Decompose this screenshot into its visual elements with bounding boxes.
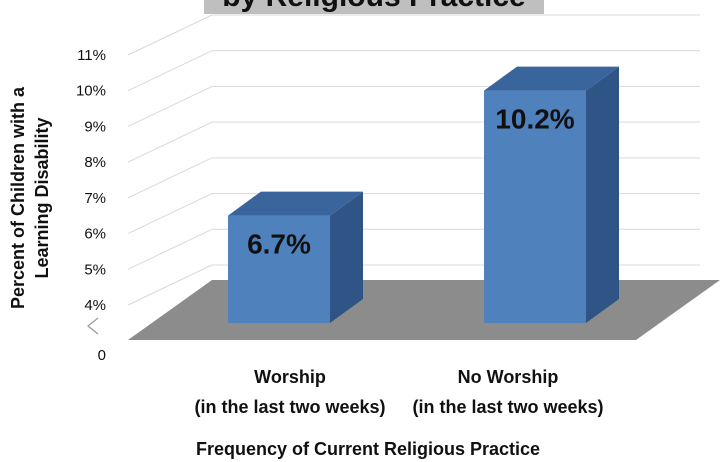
axis-break-icon xyxy=(87,317,99,335)
bars: 6.7% 10.2% xyxy=(228,66,619,324)
floor-plane xyxy=(128,280,720,340)
gridline-diagonal xyxy=(127,193,213,235)
gridline-diagonal xyxy=(127,85,213,127)
x-category-label: (in the last two weeks) xyxy=(412,397,603,417)
y-tick-label: 11% xyxy=(77,47,106,64)
y-axis-title-line: Percent of Children with a xyxy=(8,86,28,309)
y-axis-title-line: Learning Disability xyxy=(32,117,52,278)
bar-front xyxy=(484,90,586,323)
gridline-diagonal xyxy=(127,121,213,163)
x-axis-title: Frequency of Current Religious Practice xyxy=(196,439,540,459)
chart-title: by Religious Practice xyxy=(204,0,544,14)
y-tick-label: 8% xyxy=(84,154,106,171)
y-tick-label: 10% xyxy=(76,83,106,100)
y-tick-label: 0 xyxy=(98,347,106,364)
bar-front xyxy=(228,215,330,323)
gridline-diagonal xyxy=(127,264,213,306)
bar: 10.2% xyxy=(484,66,619,324)
y-tick-label: 9% xyxy=(84,118,106,135)
bar-side xyxy=(330,191,363,323)
y-axis-title: Percent of Children with a Learning Disab… xyxy=(8,86,52,309)
y-tick-label: 4% xyxy=(84,297,106,314)
gridline-diagonal xyxy=(127,228,213,270)
chart-title-text: by Religious Practice xyxy=(222,0,525,13)
gridline-diagonal xyxy=(127,157,213,199)
bar: 6.7% xyxy=(228,191,363,323)
chart-floor xyxy=(128,280,720,340)
bar-side xyxy=(586,66,619,324)
bar-top xyxy=(228,191,363,216)
gridline-diagonal xyxy=(127,14,213,56)
axis-break-icon xyxy=(87,317,99,335)
chart-title-box xyxy=(204,0,544,14)
x-category-label: No Worship xyxy=(458,367,559,387)
y-axis-ticks: 0 4% 5% 6% 7% 8% 9% 10% 11% xyxy=(76,47,106,364)
y-tick-label: 7% xyxy=(84,190,106,207)
x-category-label: (in the last two weeks) xyxy=(194,397,385,417)
bar-top xyxy=(484,66,619,91)
gridline-diagonal xyxy=(127,50,213,92)
y-tick-label: 5% xyxy=(84,261,106,278)
y-tick-label: 6% xyxy=(84,226,106,243)
x-axis-categories: Worship (in the last two weeks) No Worship… xyxy=(194,367,603,417)
x-category-label: Worship xyxy=(254,367,326,387)
data-label: 6.7% xyxy=(247,229,311,260)
data-label: 10.2% xyxy=(495,104,574,135)
